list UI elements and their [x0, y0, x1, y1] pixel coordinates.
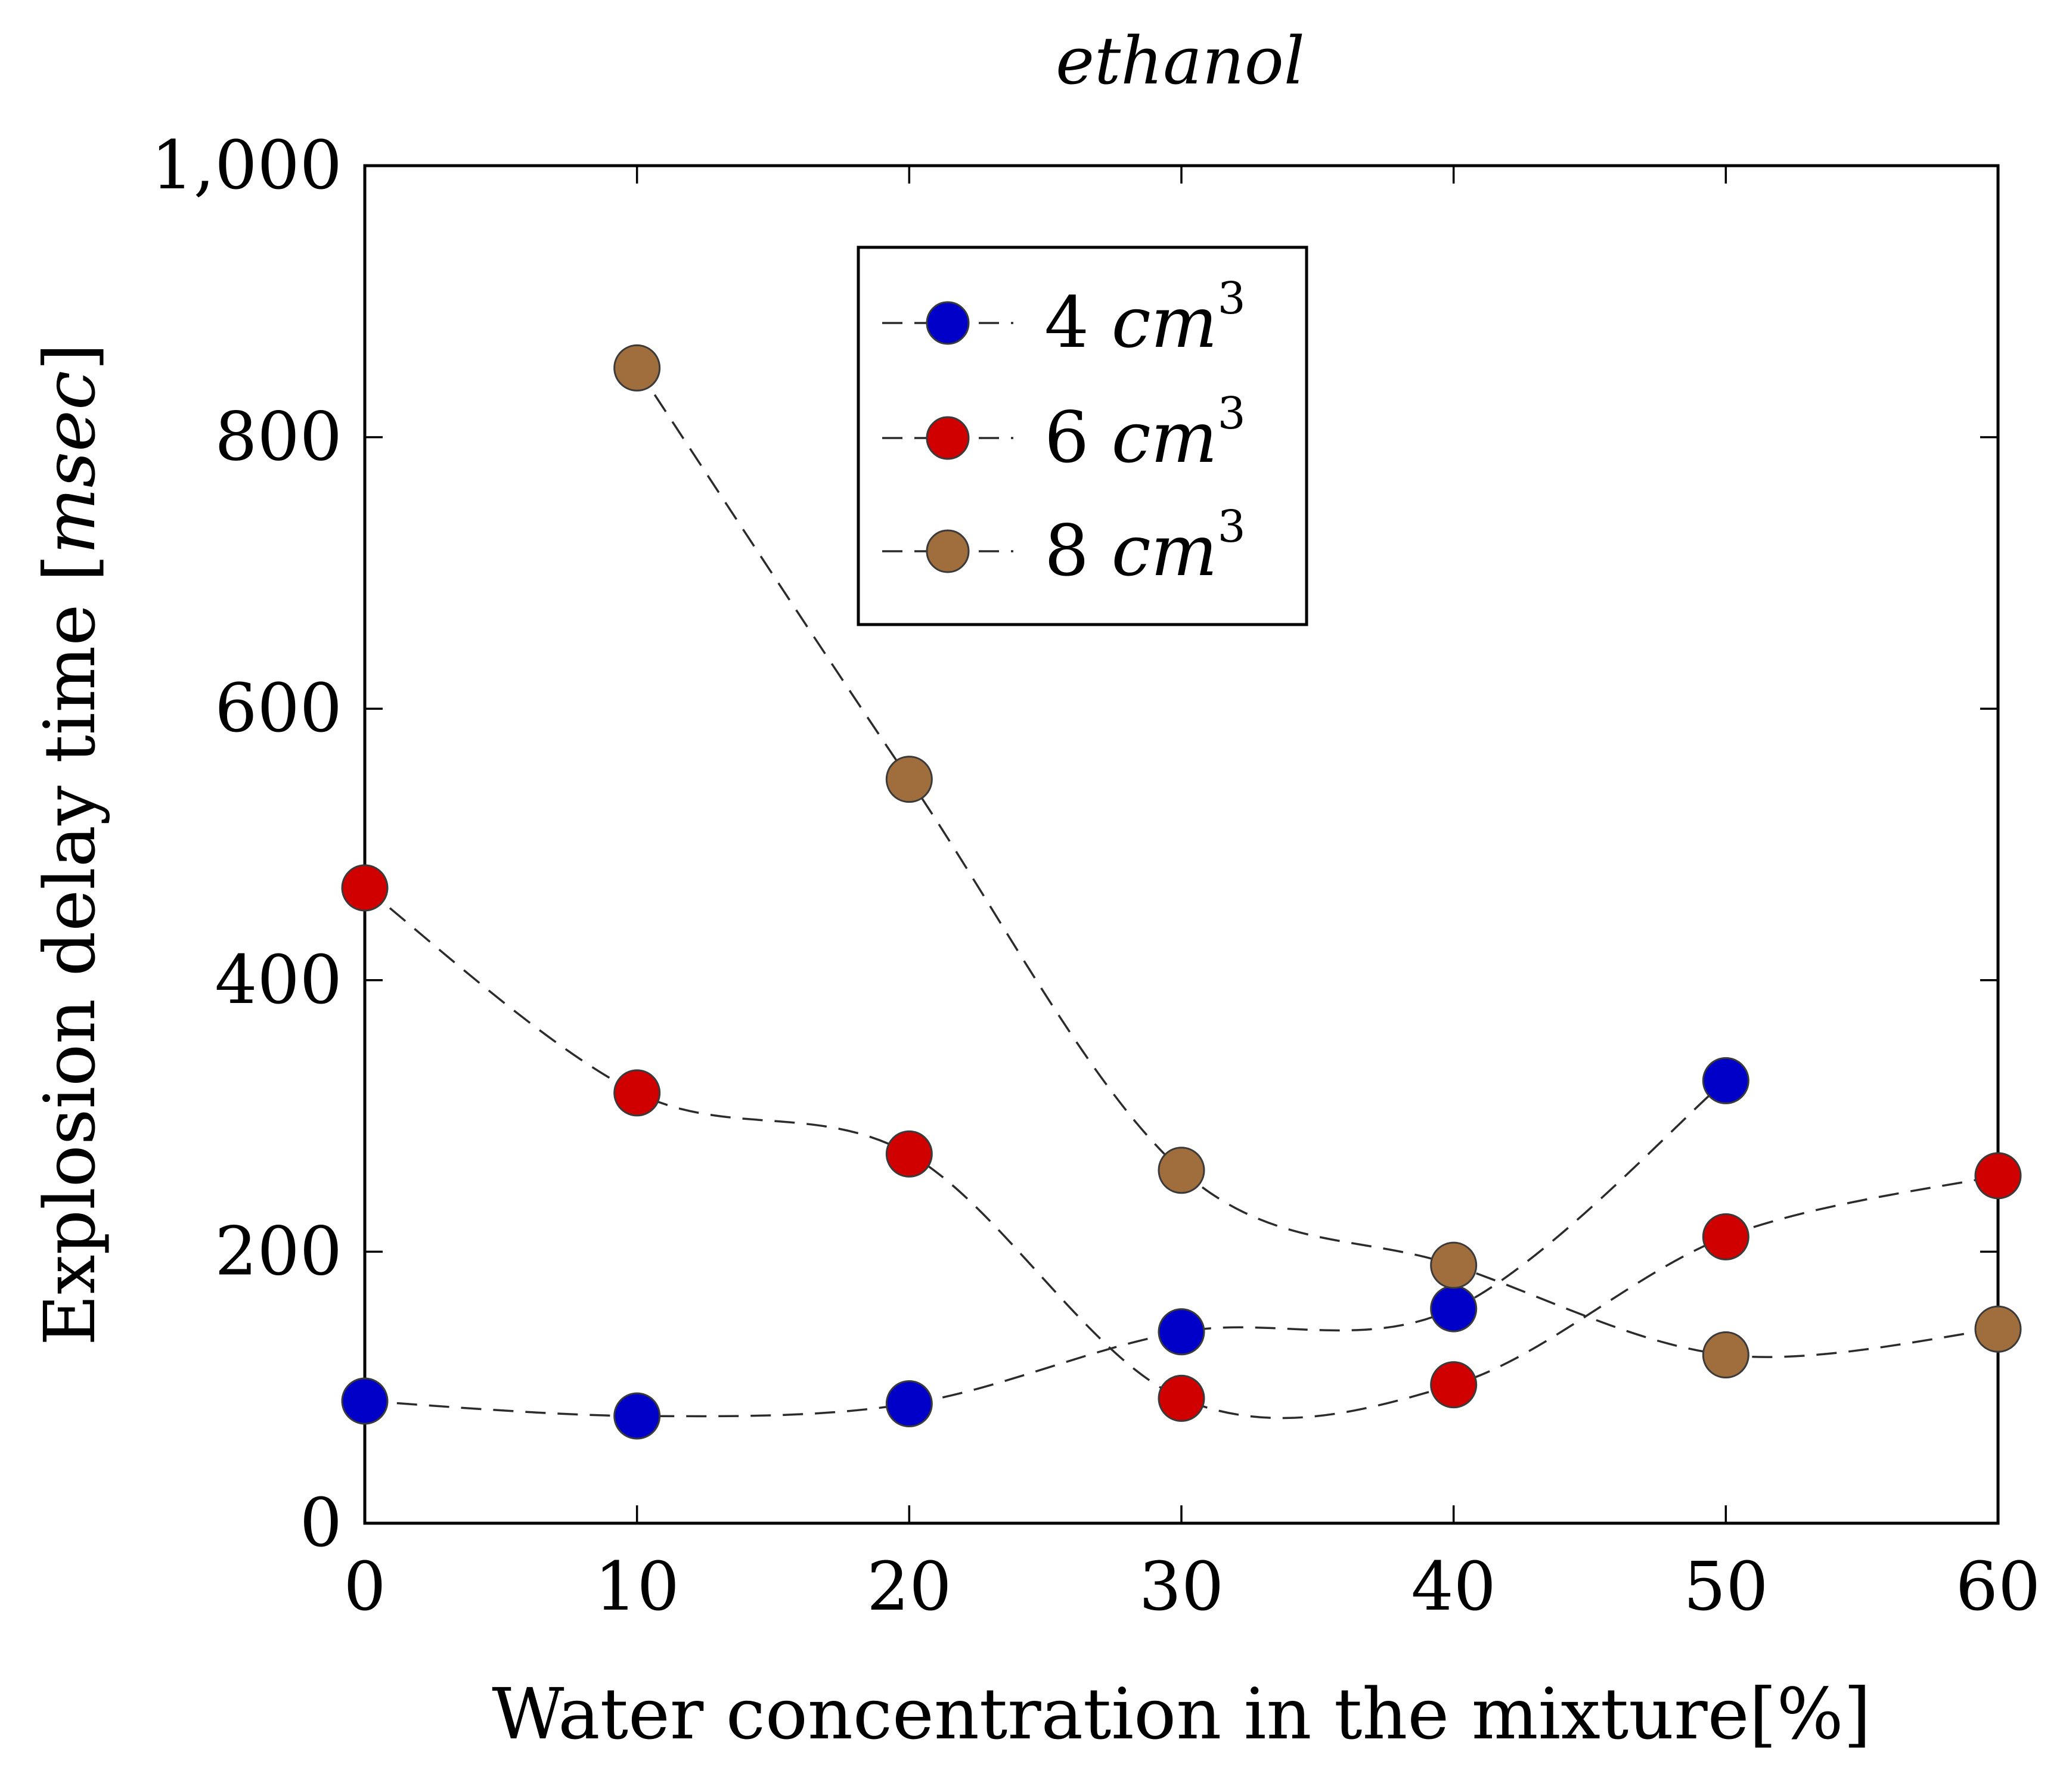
series-line-8-cm3 [636, 367, 1999, 1358]
data-point-8-cm3 [613, 344, 661, 392]
data-point-6-cm3 [1158, 1374, 1205, 1422]
data-point-8-cm3 [1430, 1241, 1478, 1289]
data-point-6-cm3 [885, 1130, 933, 1178]
data-point-8-cm3 [1158, 1147, 1205, 1194]
data-point-8-cm3 [885, 756, 933, 803]
data-point-8-cm3 [1974, 1305, 2022, 1353]
legend-unit: cm [1112, 510, 1218, 592]
series-line-4-cm3 [364, 1080, 1727, 1418]
chart-title: ethanol [1056, 23, 1305, 99]
series-markers [341, 344, 2022, 1440]
legend-exponent: 3 [1218, 388, 1246, 439]
data-point-8-cm3 [1702, 1331, 1749, 1379]
x-tick-label: 60 [1956, 1548, 2041, 1626]
y-axis-label-suffix: ] [29, 343, 111, 371]
x-tick-label: 30 [1139, 1548, 1224, 1626]
data-point-4-cm3 [1158, 1308, 1205, 1356]
legend-value: 8 [1044, 510, 1112, 592]
y-axis-label-unit: msec [29, 371, 111, 554]
data-point-6-cm3 [1702, 1213, 1749, 1260]
x-tick-label: 10 [594, 1548, 680, 1626]
legend-value: 6 [1044, 396, 1112, 479]
y-tick-label: 200 [215, 1213, 342, 1290]
y-tick-label: 400 [215, 942, 342, 1019]
y-tick-label: 1,000 [151, 127, 342, 204]
y-tick-label: 800 [215, 399, 342, 476]
legend-value: 4 [1044, 281, 1112, 364]
y-tick-label: 0 [300, 1484, 342, 1562]
data-point-6-cm3 [1430, 1361, 1478, 1409]
data-point-4-cm3 [1702, 1057, 1749, 1104]
legend-marker [926, 416, 970, 460]
data-point-6-cm3 [613, 1069, 661, 1117]
legend-unit: cm [1112, 281, 1218, 364]
data-point-4-cm3 [885, 1380, 933, 1428]
legend-label: 4 cm3 [1044, 273, 1246, 364]
y-axis-label: Explosion delay time [msec] [29, 343, 111, 1346]
legend-marker [926, 301, 970, 345]
x-tick-label: 0 [343, 1548, 386, 1626]
x-tick-label: 40 [1411, 1548, 1496, 1626]
data-point-4-cm3 [341, 1377, 389, 1425]
data-point-6-cm3 [1974, 1152, 2022, 1200]
data-point-4-cm3 [613, 1392, 661, 1440]
x-tick-label: 50 [1683, 1548, 1769, 1626]
legend-label: 8 cm3 [1044, 501, 1246, 592]
legend-label: 6 cm3 [1044, 388, 1246, 479]
data-point-4-cm3 [1430, 1285, 1478, 1333]
legend-unit: cm [1112, 396, 1218, 479]
legend-exponent: 3 [1218, 501, 1246, 552]
y-tick-label: 600 [215, 670, 342, 747]
legend-marker [926, 529, 970, 573]
x-tick-label: 20 [867, 1548, 952, 1626]
x-axis-label: Water concentration in the mixture[%] [492, 1673, 1871, 1755]
y-axis-label-prefix: Explosion delay time [ [29, 554, 111, 1346]
legend-exponent: 3 [1218, 273, 1246, 324]
data-point-6-cm3 [341, 864, 389, 912]
